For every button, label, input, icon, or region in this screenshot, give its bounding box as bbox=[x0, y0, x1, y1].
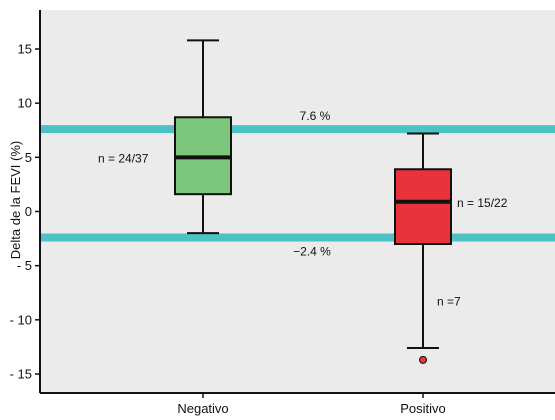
sample-size-annotation: n = 24/37 bbox=[98, 151, 149, 165]
box-positivo bbox=[394, 132, 452, 364]
sample-size-annotation: n =7 bbox=[437, 294, 461, 308]
reference-line-label: −2.4 % bbox=[293, 245, 331, 259]
y-tick-label: 0 bbox=[25, 204, 32, 219]
plot-area bbox=[40, 10, 555, 393]
y-axis-label: Delta de la FEVI (%) bbox=[8, 141, 23, 260]
sample-size-annotation: n = 15/22 bbox=[457, 196, 508, 210]
box-body bbox=[394, 168, 452, 245]
box-negativo bbox=[174, 39, 232, 235]
y-tick-label: 5 bbox=[25, 150, 32, 165]
outlier-point bbox=[419, 355, 427, 364]
reference-line-label: 7.6 % bbox=[300, 109, 331, 123]
x-tick-label: Positivo bbox=[400, 401, 446, 416]
y-tick-label: - 10 bbox=[10, 312, 32, 327]
y-tick-label: 15 bbox=[18, 42, 32, 57]
x-tick-label: Negativo bbox=[177, 401, 228, 416]
y-tick-label: 10 bbox=[18, 96, 32, 111]
y-tick-label: - 15 bbox=[10, 367, 32, 382]
y-tick-label: - 5 bbox=[17, 258, 32, 273]
